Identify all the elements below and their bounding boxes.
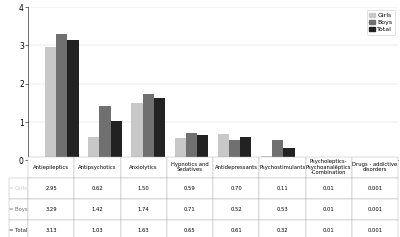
Bar: [240, 137, 252, 160]
Bar: [110, 121, 122, 160]
Bar: [272, 140, 284, 160]
Bar: [154, 98, 165, 160]
Bar: [229, 141, 240, 160]
Bar: [67, 41, 78, 160]
Bar: [131, 103, 142, 160]
Bar: [99, 106, 110, 160]
Bar: [218, 134, 229, 160]
Bar: [56, 34, 67, 160]
Bar: [284, 148, 295, 160]
Bar: [88, 137, 99, 160]
Bar: [142, 94, 154, 160]
Bar: [45, 47, 56, 160]
Bar: [197, 136, 208, 160]
Bar: [186, 133, 197, 160]
Bar: [174, 138, 186, 160]
Bar: [261, 156, 272, 160]
Legend: Girls, Boys, Total: Girls, Boys, Total: [367, 10, 395, 35]
